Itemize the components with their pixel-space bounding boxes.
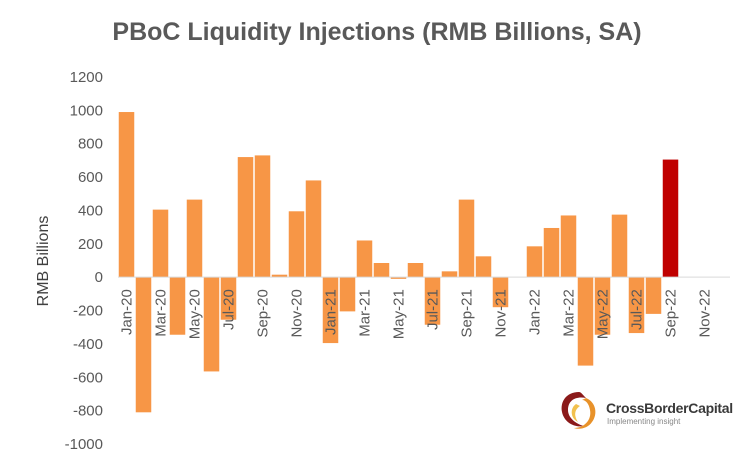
bar-feb-21: [339, 277, 356, 312]
x-tick-label: Jan-20: [119, 289, 136, 335]
x-tick-label: Nov-21: [493, 289, 510, 337]
y-tick-label: 800: [78, 136, 103, 153]
x-tick-label: Jul-22: [629, 289, 646, 330]
bar-jun-20: [203, 277, 220, 372]
bar-feb-22: [543, 227, 560, 278]
y-tick-label: 400: [78, 202, 103, 219]
bar-jun-22: [611, 214, 628, 278]
bar-nov-21: [492, 277, 509, 308]
bar-jul-22: [628, 277, 645, 334]
x-tick-label: Nov-20: [289, 289, 306, 337]
x-tick-label: May-22: [595, 289, 612, 339]
bar-may-22: [594, 277, 611, 335]
bar-may-20: [186, 199, 203, 278]
bar-may-21: [390, 277, 407, 279]
x-axis-ticks: Jan-20 Mar-20 May-20 Jul-20 Sep-20 Nov-20 Jan-…: [119, 289, 714, 339]
x-tick-label: Jan-21: [323, 289, 340, 335]
bar-jan-21: [322, 277, 339, 344]
y-tick-label: -800: [73, 403, 103, 420]
bar-dec-20: [305, 180, 322, 278]
x-tick-label: Jul-20: [221, 289, 238, 330]
bar-nov-20: [288, 211, 305, 278]
x-tick-label: Sep-20: [255, 289, 272, 337]
x-tick-label: May-20: [187, 289, 204, 339]
bar-jan-22: [526, 246, 543, 278]
y-tick-label: 200: [78, 236, 103, 253]
bar-apr-22: [577, 277, 594, 366]
bar-mar-20: [152, 209, 169, 278]
x-tick-label: Jan-22: [527, 289, 544, 335]
x-tick-label: Sep-22: [663, 289, 680, 337]
bar-apr-21: [373, 263, 390, 278]
bar-sep-22: [662, 159, 679, 278]
y-tick-label: 600: [78, 169, 103, 186]
bar-sep-21: [458, 199, 475, 278]
y-axis-ticks: -1000 -800 -600 -400 -200 0 200 400 600 800 1000 12…: [65, 69, 103, 453]
bar-jul-20: [220, 277, 237, 320]
bar-jan-20: [118, 112, 135, 278]
bar-apr-20: [169, 277, 186, 335]
bar-oct-20: [271, 274, 288, 278]
bar-mar-22: [560, 215, 577, 278]
x-tick-label: Jul-21: [425, 289, 442, 330]
x-tick-label: Sep-21: [459, 289, 476, 337]
y-tick-label: -600: [73, 369, 103, 386]
crossborder-capital-logo: CrossBorderCapital Implementing insight: [556, 388, 733, 432]
bar-aug-20: [237, 157, 254, 278]
bar-jul-21: [424, 277, 441, 325]
x-tick-label: Mar-20: [153, 289, 170, 337]
x-tick-label: Mar-22: [561, 289, 578, 337]
y-tick-label: -400: [73, 336, 103, 353]
bar-sep-20: [254, 155, 271, 278]
x-tick-label: Nov-22: [697, 289, 714, 337]
bar-jun-21: [407, 263, 424, 278]
logo-tagline: Implementing insight: [607, 417, 681, 426]
logo-name: CrossBorderCapital: [606, 400, 733, 416]
y-tick-label: 0: [95, 269, 103, 286]
bar-aug-21: [441, 271, 458, 278]
y-tick-label: 1000: [70, 102, 103, 119]
chart-title: PBoC Liquidity Injections (RMB Billions,…: [112, 18, 642, 46]
bar-aug-22: [645, 277, 662, 314]
y-tick-label: -1000: [65, 436, 103, 453]
x-tick-label: Mar-21: [357, 289, 374, 337]
bars: [118, 112, 679, 413]
y-axis-label: RMB Billions: [35, 216, 52, 307]
y-tick-label: -200: [73, 303, 103, 320]
y-tick-label: 1200: [70, 69, 103, 86]
x-tick-label: May-21: [391, 289, 408, 339]
logo-swirl-icon: [561, 392, 596, 429]
bar-oct-21: [475, 256, 492, 278]
bar-feb-20: [135, 277, 152, 413]
bar-mar-21: [356, 240, 373, 278]
